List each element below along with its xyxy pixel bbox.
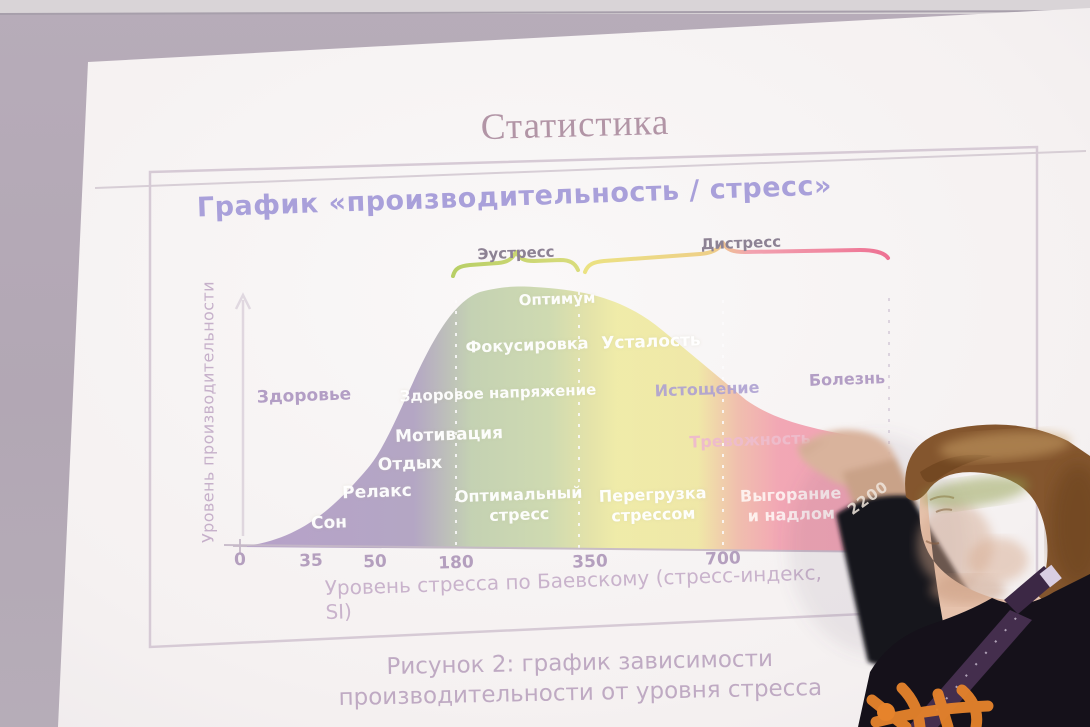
eustress-bracket [451, 250, 580, 278]
performance-stress-curve [238, 286, 914, 552]
screen-top-rail [0, 0, 1090, 14]
title-underline [94, 150, 1087, 189]
presenter-body [858, 574, 1090, 727]
axes [223, 292, 901, 553]
distress-bracket [583, 241, 890, 274]
stress-brackets [451, 241, 890, 278]
